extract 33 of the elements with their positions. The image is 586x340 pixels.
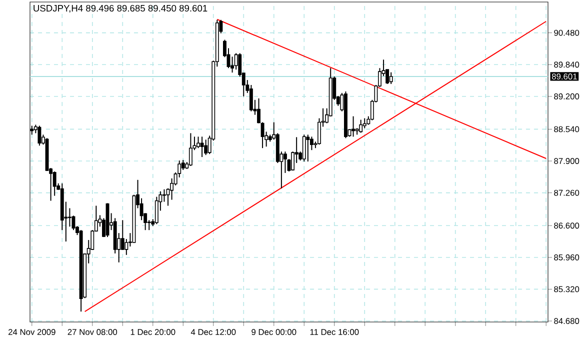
candlestick — [188, 132, 192, 166]
y-tick-label: 88.540 — [554, 126, 580, 132]
x-tick-label: 1 Dec 20:00 — [130, 329, 176, 336]
candlestick — [362, 118, 366, 129]
candlestick — [196, 136, 200, 149]
y-tick-label: 89.840 — [554, 62, 580, 68]
candlestick — [204, 139, 208, 156]
candlestick — [302, 134, 306, 162]
x-tick-label: 9 Dec 00:00 — [252, 329, 296, 336]
candlestick — [68, 208, 72, 228]
x-tick-label: 4 Dec 12:00 — [190, 329, 236, 336]
candlestick — [162, 188, 166, 202]
x-tick-label: 27 Nov 08:00 — [68, 329, 118, 336]
y-tick-label: 89.200 — [554, 93, 580, 100]
candlestick — [38, 125, 42, 146]
y-tick-label: 85.320 — [554, 286, 580, 292]
y-tick-label: 86.600 — [554, 222, 580, 229]
y-tick-label: 90.480 — [554, 30, 580, 36]
y-tick-label: 85.960 — [554, 254, 580, 260]
candlestick — [200, 136, 204, 158]
chart-title: USDJPY,H4 89.496 89.685 89.450 89.601 — [34, 4, 208, 13]
candlestick — [359, 119, 363, 134]
y-tick-label: 87.900 — [554, 158, 580, 164]
candlestick — [306, 134, 310, 162]
candlestick — [389, 72, 393, 84]
candlestick — [249, 84, 253, 112]
y-tick-label: 84.680 — [554, 318, 580, 324]
ref-line-label: 89.601 — [552, 74, 577, 80]
candlestick — [352, 116, 356, 138]
x-tick-label: 11 Dec 16:00 — [310, 329, 359, 336]
y-tick-label: 87.260 — [554, 190, 580, 196]
x-tick-label: 24 Nov 2009 — [8, 329, 56, 336]
candlestick — [284, 151, 287, 174]
